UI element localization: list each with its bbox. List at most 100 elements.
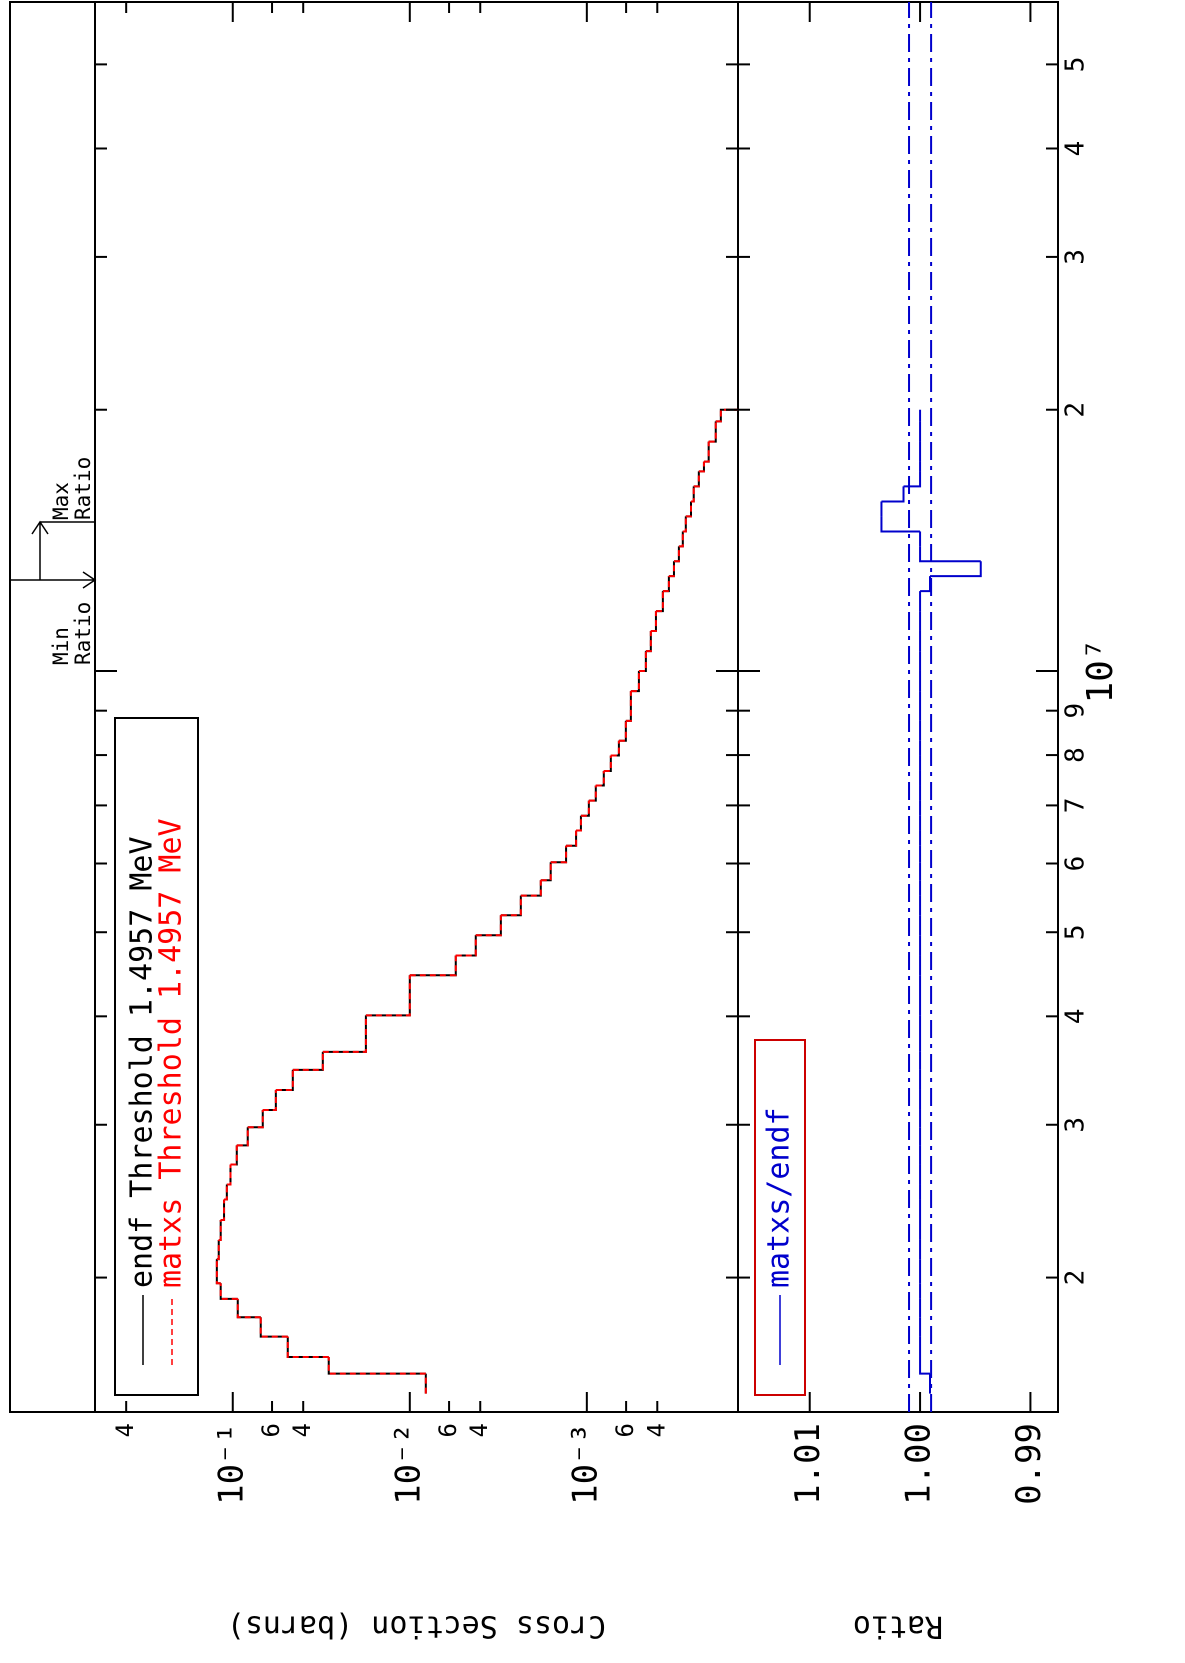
x-tick-label: 5 [1061,57,1091,73]
step-bin [292,1051,324,1071]
step-bin [500,895,522,917]
step-bin [685,501,692,518]
step-bin [630,670,640,693]
legend-box [114,717,199,1396]
y-tick-label: 10⁻² [388,1423,428,1505]
step-bin [703,441,710,463]
step-bin [262,1089,277,1111]
step-bin [903,471,922,488]
step-bin [322,1015,367,1053]
step-bin [275,1069,294,1091]
y-tick-label: 1.00 [899,1423,939,1505]
step-bin [322,1015,367,1053]
y-tick-label: 0.99 [1009,1423,1049,1505]
step-bin [520,880,542,897]
step-bin [650,611,657,632]
step-bin [618,720,627,742]
step-bin [327,1356,426,1375]
y-axis-label: Cross Section (barns) [227,1609,606,1644]
step-bin [682,516,687,533]
step-bin [673,546,680,563]
x-tick-label: 9 [1061,703,1091,719]
step-bin [645,630,652,653]
step-bin [247,1109,264,1129]
step-bin [236,1298,261,1319]
step-bin [475,915,502,937]
step-bin [603,755,612,772]
step-bin [576,815,582,832]
step-bin [638,651,647,672]
step-bin [220,1199,226,1222]
step-bin [409,955,457,977]
step-bin [550,845,568,864]
step-bin [880,516,921,533]
step-bin [595,770,605,787]
x-tick-label: 6 [1061,856,1091,872]
x-tick-label: 2 [1061,402,1091,418]
step-bin [236,1298,261,1319]
y-tick-label: 6 [611,1423,639,1437]
y-tick-label: 10⁻¹ [211,1423,251,1505]
y-tick-label: 10⁻³ [565,1423,605,1505]
step-bin [259,1317,288,1338]
step-bin [693,471,700,488]
step-bin [630,670,640,693]
step-bin [655,591,664,613]
step-bin [588,785,597,802]
step-bin [286,1336,329,1358]
step-bin [566,830,578,847]
annotation: Ratio [71,602,95,665]
step-bin [919,546,981,563]
x-tick-label: 3 [1061,249,1091,265]
x-tick-label: 3 [1061,1117,1091,1133]
y-tick-label: 6 [257,1423,285,1437]
annotation: Min [49,627,73,665]
step-bin [588,785,597,802]
step-bin [520,880,542,897]
legend-label: matxs/endf [762,1107,797,1288]
step-bin [409,955,457,977]
step-bin [930,561,982,578]
step-bin [259,1317,288,1338]
step-bin [610,740,620,757]
step-bin [236,1127,249,1147]
step-bin [286,1336,329,1358]
x-tick-label: 10⁷ [1080,638,1121,703]
step-bin [365,975,411,1017]
step-bin [365,975,411,1017]
y-tick-label: 4 [111,1423,139,1437]
x-tick-label: 8 [1061,747,1091,763]
step-bin [327,1356,426,1375]
step-bin [618,720,627,742]
step-bin [708,421,717,443]
step-bin [219,1283,238,1300]
step-bin [236,1127,249,1147]
step-bin [881,486,905,503]
step-bin [920,576,931,593]
step-bin [580,800,590,817]
step-bin [698,461,705,473]
x-tick-label: 4 [1061,1008,1091,1024]
x-tick-label: 2 [1061,1270,1091,1286]
step-bin [219,1283,238,1300]
y-tick-label: 4 [288,1423,316,1437]
annotation: Max [49,482,73,520]
step-bin [292,1051,324,1071]
step-bin [580,800,590,817]
step-bin [550,845,568,864]
step-bin [540,862,552,882]
legend-box [754,1039,806,1396]
step-bin [455,935,477,957]
step-bin [500,895,522,917]
y-tick-label: 4 [465,1423,493,1437]
step-bin [224,1184,228,1201]
y-axis-label: Ratio [853,1609,943,1644]
x-tick-label: 5 [1061,924,1091,940]
step-bin [275,1069,294,1091]
step-bin [690,486,695,503]
x-tick-label: 4 [1061,141,1091,157]
step-bin [216,1239,220,1261]
step-bin [708,421,717,443]
